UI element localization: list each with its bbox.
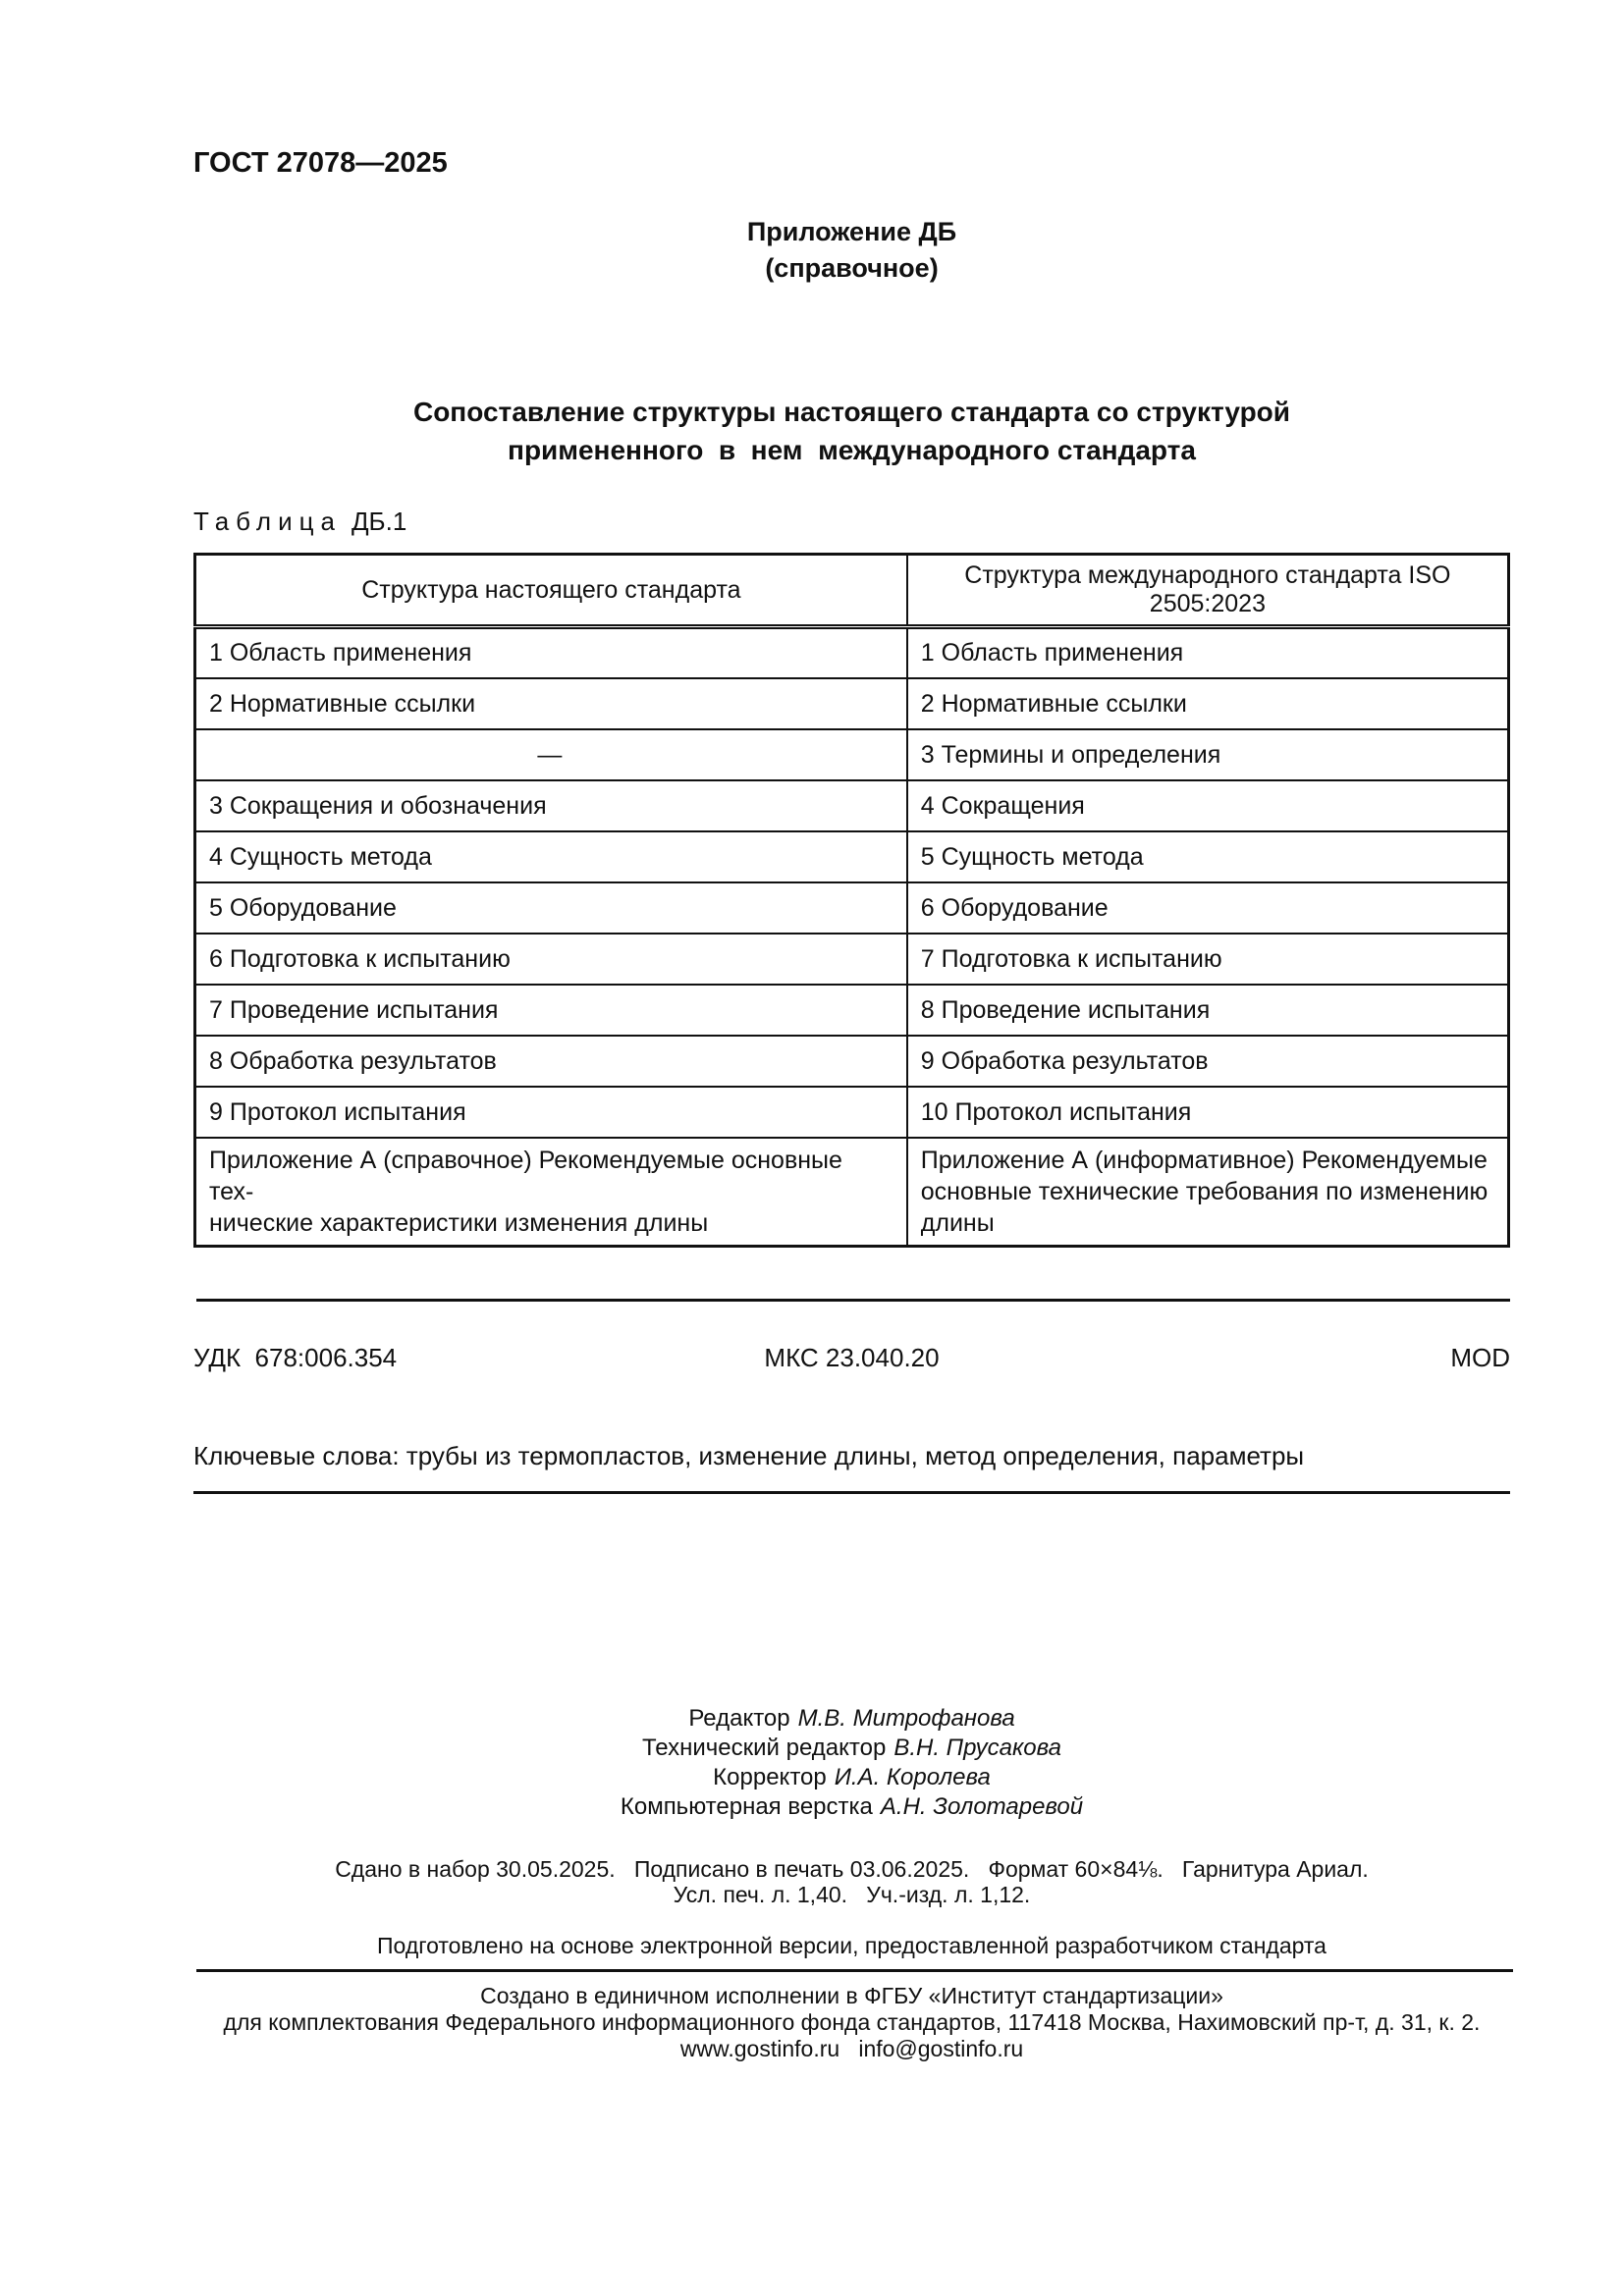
credit-line: Технический редактор В.Н. Прусакова <box>193 1734 1510 1763</box>
table-cell-right: 4 Сокращения <box>905 778 1510 832</box>
table-cell-left: 3 Сокращения и обозначения <box>193 778 908 832</box>
table-caption: Таблица ДБ.1 <box>193 507 406 537</box>
table-cell-right: 2 Нормативные ссылки <box>905 676 1510 730</box>
publisher-note: Создано в единичном исполнении в ФГБУ «И… <box>223 1983 1481 2061</box>
table-cell-right: 1 Область применения <box>905 625 1510 679</box>
credit-name: И.А. Королева <box>834 1764 991 1790</box>
table-row: 4 Сущность метода 5 Сущность метода <box>193 829 1510 883</box>
mod-label: MOD <box>1450 1343 1510 1372</box>
table-cell-left: 5 Оборудование <box>193 881 908 934</box>
table-cell-left: 8 Обработка результатов <box>193 1034 908 1088</box>
divider-rule-keywords <box>193 1491 1510 1494</box>
page-title: Сопоставление структуры настоящего станд… <box>412 397 1290 465</box>
table-cell-right: 6 Оборудование <box>905 881 1510 934</box>
table-cell-left: — <box>193 727 908 781</box>
credit-name: В.Н. Прусакова <box>893 1735 1061 1761</box>
table-header-left: Структура настоящего стандарта <box>193 553 908 629</box>
table-cell-right: Приложение А (информативное) Рекомендуем… <box>905 1136 1510 1247</box>
table-row: 6 Подготовка к испытанию 7 Подготовка к … <box>193 932 1510 986</box>
table-cell-left: Приложение А (справочное) Рекомендуемые … <box>193 1136 908 1247</box>
table-cell-right: 7 Подготовка к испытанию <box>905 932 1510 986</box>
table-cell-right: 3 Термины и определения <box>905 727 1510 781</box>
table-header-right: Структура международного стандарта ISO 2… <box>905 553 1510 629</box>
prepared-note: Подготовлено на основе электронной верси… <box>377 1933 1326 1958</box>
table-cell-right: 8 Проведение испытания <box>905 983 1510 1037</box>
table-cell-left: 1 Область применения <box>193 625 908 679</box>
imprint-line-1: Сдано в набор 30.05.2025. Подписано в пе… <box>335 1856 1369 1882</box>
table-row: 5 Оборудование 6 Оборудование <box>193 881 1510 934</box>
table-cell-left: 2 Нормативные ссылки <box>193 676 908 730</box>
table-row: 2 Нормативные ссылки 2 Нормативные ссылк… <box>193 676 1510 730</box>
table-cell-right: 5 Сущность метода <box>905 829 1510 883</box>
table-row: 9 Протокол испытания 10 Протокол испытан… <box>193 1085 1510 1139</box>
table-row: — 3 Термины и определения <box>193 727 1510 781</box>
credit-role: Корректор <box>713 1764 827 1790</box>
table-cell-left: 9 Протокол испытания <box>193 1085 908 1139</box>
udk-code: УДК 678:006.354 <box>193 1343 398 1372</box>
annex-type: (справочное) <box>765 253 939 283</box>
credit-role: Компьютерная верстка <box>620 1793 873 1820</box>
imprint-block: Сдано в набор 30.05.2025. Подписано в пе… <box>193 1856 1510 1907</box>
mks-code: МКС 23.040.20 <box>764 1343 940 1372</box>
table-caption-number: ДБ.1 <box>351 507 407 536</box>
table-cell-left: 6 Подготовка к испытанию <box>193 932 908 986</box>
doc-code: ГОСТ 27078—2025 <box>193 147 448 179</box>
credit-line: Корректор И.А. Королева <box>193 1763 1510 1792</box>
annex-block: Приложение ДБ (справочное) <box>193 214 1510 287</box>
table-row: Приложение А (справочное) Рекомендуемые … <box>193 1136 1510 1247</box>
codes-row: УДК 678:006.354 МКС 23.040.20 MOD <box>193 1343 1510 1376</box>
imprint-line-2: Усл. печ. л. 1,40. Уч.-изд. л. 1,12. <box>673 1882 1031 1907</box>
table-header-row: Структура настоящего стандарта Структура… <box>193 553 1510 629</box>
table-row: 7 Проведение испытания 8 Проведение испы… <box>193 983 1510 1037</box>
annex-label: Приложение ДБ <box>746 217 957 246</box>
credit-role: Редактор <box>688 1705 790 1732</box>
table-caption-word: Таблица <box>193 507 342 536</box>
divider-rule-footer <box>196 1969 1513 1972</box>
credit-role: Технический редактор <box>641 1735 887 1761</box>
table-row: 8 Обработка результатов 9 Обработка резу… <box>193 1034 1510 1088</box>
credit-line: Редактор М.В. Митрофанова <box>193 1704 1510 1734</box>
credits-block: Редактор М.В. Митрофанова Технический ред… <box>193 1704 1510 1822</box>
credit-name: М.В. Митрофанова <box>797 1705 1015 1732</box>
table-row: 1 Область применения 1 Область применени… <box>193 625 1510 679</box>
comparison-table: Структура настоящего стандарта Структура… <box>193 553 1510 1248</box>
keywords-line: Ключевые слова: трубы из термопластов, и… <box>193 1441 1305 1470</box>
table-cell-left: 4 Сущность метода <box>193 829 908 883</box>
divider-rule-top <box>196 1299 1510 1302</box>
credit-line: Компьютерная верстка А.Н. Золотаревой <box>193 1792 1510 1822</box>
table-row: 3 Сокращения и обозначения 4 Сокращения <box>193 778 1510 832</box>
table-cell-left: 7 Проведение испытания <box>193 983 908 1037</box>
table-cell-right: 10 Протокол испытания <box>905 1085 1510 1139</box>
table-cell-right: 9 Обработка результатов <box>905 1034 1510 1088</box>
credit-name: А.Н. Золотаревой <box>880 1793 1084 1820</box>
